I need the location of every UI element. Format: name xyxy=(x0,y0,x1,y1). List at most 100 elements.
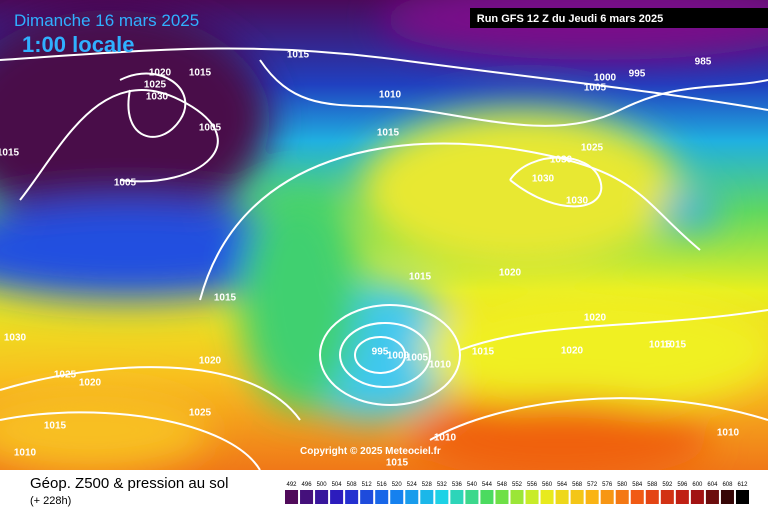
isobar-label: 1010 xyxy=(379,90,402,101)
colorbar-label: 520 xyxy=(392,482,403,488)
colorbar-label: 608 xyxy=(722,482,733,488)
isobar-label: 1010 xyxy=(434,433,457,444)
colorbar-swatch xyxy=(450,490,464,504)
colorbar-label: 580 xyxy=(617,482,628,488)
footer-lead: (+ 228h) xyxy=(30,495,71,507)
colorbar-label: 592 xyxy=(662,482,673,488)
colorbar-label: 524 xyxy=(407,482,418,488)
colorbar-swatch xyxy=(390,490,404,504)
colorbar-label: 564 xyxy=(557,482,568,488)
colorbar-label: 492 xyxy=(287,482,298,488)
isobar-label: 1030 xyxy=(146,92,169,103)
colorbar-label: 604 xyxy=(707,482,718,488)
colorbar-swatch xyxy=(585,490,599,504)
colorbar-label: 548 xyxy=(497,482,508,488)
time-label: 1:00 locale xyxy=(22,32,135,57)
isobar-label: 995 xyxy=(629,69,646,80)
colorbar-swatch xyxy=(720,490,734,504)
isobar-label: 1000 xyxy=(594,73,617,84)
isobar-label: 1010 xyxy=(717,428,740,439)
isobar-label: 1015 xyxy=(472,347,495,358)
isobar-label: 1020 xyxy=(199,356,222,367)
isobar-label: 1015 xyxy=(409,272,432,283)
colorbar-swatch xyxy=(510,490,524,504)
colorbar-label: 584 xyxy=(632,482,643,488)
colorbar-label: 496 xyxy=(302,482,313,488)
isobar-label: 1010 xyxy=(429,360,452,371)
isobar-label: 1020 xyxy=(79,378,102,389)
colorbar-label: 512 xyxy=(362,482,373,488)
isobar-label: 985 xyxy=(695,57,712,68)
isobar-label: 1020 xyxy=(499,268,522,279)
colorbar-label: 596 xyxy=(677,482,688,488)
colorbar-label: 568 xyxy=(572,482,583,488)
colorbar-label: 536 xyxy=(452,482,463,488)
isobar-label: 1015 xyxy=(649,340,672,351)
isobar-label: 1015 xyxy=(0,148,20,159)
colorbar-label: 504 xyxy=(332,482,343,488)
colorbar-swatch xyxy=(630,490,644,504)
isobar-label: 1030 xyxy=(550,155,573,166)
isobar-label: 1015 xyxy=(386,458,409,469)
colorbar-swatch xyxy=(345,490,359,504)
isobar-label: 1005 xyxy=(199,123,222,134)
colorbar-label: 612 xyxy=(737,482,748,488)
colorbar-swatch xyxy=(570,490,584,504)
colorbar-swatch xyxy=(285,490,299,504)
colorbar-swatch xyxy=(705,490,719,504)
colorbar-swatch xyxy=(405,490,419,504)
colorbar-label: 588 xyxy=(647,482,658,488)
isobar-label: 1010 xyxy=(14,448,37,459)
isobar-label: 1015 xyxy=(287,50,310,61)
colorbar-label: 540 xyxy=(467,482,478,488)
colorbar-swatch xyxy=(615,490,629,504)
colorbar-swatch xyxy=(540,490,554,504)
colorbar-label: 572 xyxy=(587,482,598,488)
colorbar-swatch xyxy=(300,490,314,504)
colorbar-swatch xyxy=(660,490,674,504)
colorbar-label: 560 xyxy=(542,482,553,488)
footer-title: Géop. Z500 & pression au sol xyxy=(30,475,228,492)
colorbar-swatch xyxy=(480,490,494,504)
isobar-label: 995 xyxy=(372,347,389,358)
colorbar-swatch xyxy=(420,490,434,504)
colorbar-label: 552 xyxy=(512,482,523,488)
colorbar-label: 528 xyxy=(422,482,433,488)
isobar-label: 1015 xyxy=(214,293,237,304)
colorbar-swatch xyxy=(555,490,569,504)
colorbar-label: 544 xyxy=(482,482,493,488)
colorbar-swatch xyxy=(690,490,704,504)
colorbar-swatch xyxy=(330,490,344,504)
isobar-label: 1025 xyxy=(144,80,167,91)
isobar-label: 1020 xyxy=(584,313,607,324)
colorbar-label: 556 xyxy=(527,482,538,488)
run-box xyxy=(470,8,768,28)
colorbar-swatch xyxy=(645,490,659,504)
colorbar-label: 516 xyxy=(377,482,388,488)
isobar-label: 1015 xyxy=(377,128,400,139)
isobars xyxy=(0,47,768,471)
colorbar-label: 500 xyxy=(317,482,328,488)
isobar-label: 1015 xyxy=(44,421,67,432)
colorbar-label: 532 xyxy=(437,482,448,488)
date-label: Dimanche 16 mars 2025 xyxy=(14,11,199,30)
colorbar-swatch xyxy=(435,490,449,504)
isobar-label: 1025 xyxy=(54,370,77,381)
isobar-label: 1005 xyxy=(406,353,429,364)
colorbar-label: 600 xyxy=(692,482,703,488)
colorbar: 492 496 500 504 508 512 516 520 524 528 532 536 540 5… xyxy=(285,482,749,504)
colorbar-label: 508 xyxy=(347,482,358,488)
isobar-label: 1015 xyxy=(189,68,212,79)
colorbar-swatch xyxy=(315,490,329,504)
run-label: Run GFS 12 Z du Jeudi 6 mars 2025 xyxy=(477,13,663,25)
colorbar-swatch xyxy=(525,490,539,504)
colorbar-swatch xyxy=(735,490,749,504)
field xyxy=(0,0,768,480)
isobar-label: 1030 xyxy=(566,196,589,207)
isobar-label: 1020 xyxy=(561,346,584,357)
colorbar-swatch xyxy=(600,490,614,504)
isobar-label: 1025 xyxy=(581,143,604,154)
colorbar-swatch xyxy=(675,490,689,504)
isobar-label: 1030 xyxy=(4,333,27,344)
